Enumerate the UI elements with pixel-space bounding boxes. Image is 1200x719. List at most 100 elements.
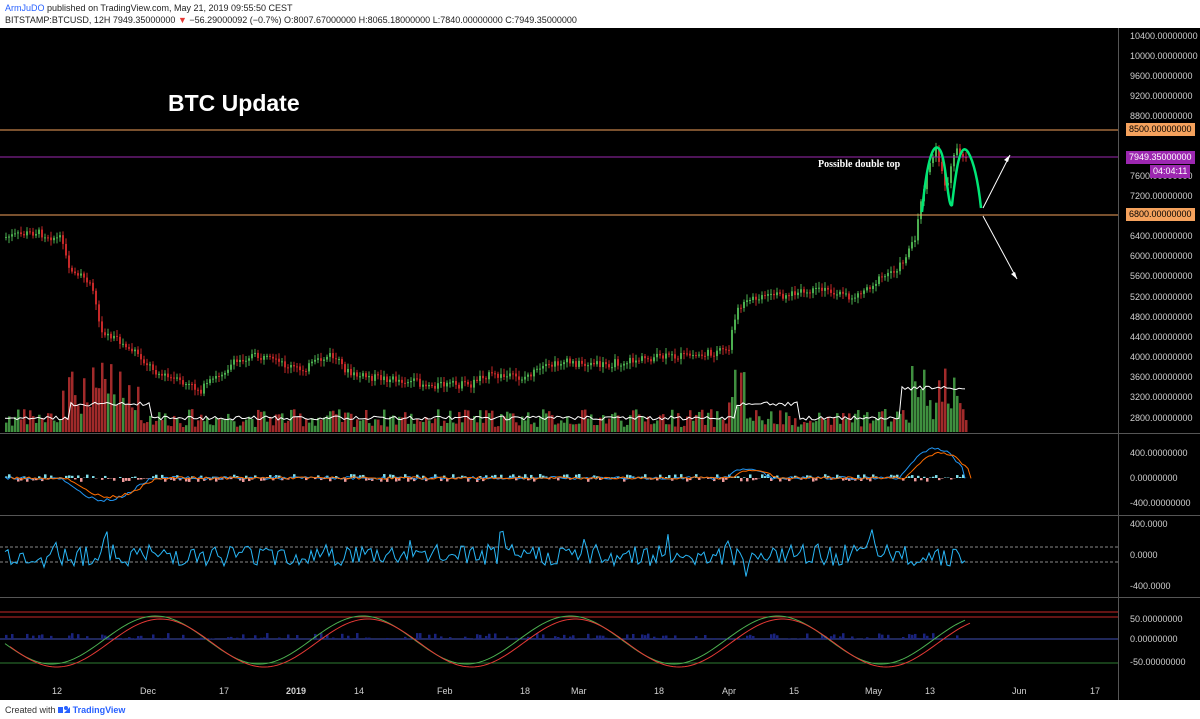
volume-bar: [224, 419, 227, 432]
pane-divider-macd[interactable]: [0, 433, 1200, 434]
volume-bar: [722, 419, 725, 432]
macd-hist-bar: [788, 478, 791, 482]
macd-hist-bar: [407, 478, 410, 482]
candle-body: [137, 349, 139, 355]
volume-bar: [779, 410, 782, 432]
candle-body: [236, 359, 238, 362]
candle-body: [704, 355, 706, 357]
candle-body: [758, 299, 760, 301]
candle-body: [257, 352, 259, 359]
macd-hist-bar: [491, 475, 494, 478]
volume-bar: [797, 426, 800, 432]
volume-bar: [962, 409, 965, 432]
volume-bar: [671, 409, 674, 432]
candle-body: [347, 368, 349, 373]
candle-body: [809, 292, 811, 294]
candle-body: [380, 375, 382, 381]
volume-bar: [959, 403, 962, 432]
volume-bar: [32, 416, 35, 432]
stoch-hist-bar: [104, 635, 107, 639]
volume-bar: [590, 414, 593, 432]
pane-divider-cci[interactable]: [0, 515, 1200, 516]
macd-hist-bar: [146, 478, 149, 479]
macd-hist-bar: [416, 474, 419, 478]
volume-bar: [884, 409, 887, 432]
candle-body: [185, 384, 187, 386]
stoch-hist-bar: [227, 637, 230, 639]
candle-body: [830, 289, 832, 293]
volume-bar: [653, 423, 656, 432]
tradingview-brand-link[interactable]: TradingView: [72, 705, 126, 715]
close-value: C:7949.35000000: [505, 15, 577, 25]
author-link[interactable]: ArmJuDO: [5, 3, 45, 13]
macd-hist-bar: [275, 475, 278, 478]
stoch-hist-bar: [296, 634, 299, 639]
volume-bar: [518, 425, 521, 432]
stoch-hist-bar: [161, 638, 164, 639]
volume-bar: [194, 426, 197, 432]
candle-body: [458, 384, 460, 389]
macd-hist-bar: [143, 478, 146, 479]
candle-body: [959, 148, 961, 155]
volume-bar: [335, 414, 338, 432]
last-price: 7949.35000000: [112, 15, 176, 25]
candle-body: [482, 375, 484, 379]
pane-divider-stoch[interactable]: [0, 597, 1200, 598]
candle-body: [746, 300, 748, 302]
chart-header: ArmJuDO published on TradingView.com, Ma…: [0, 0, 1200, 28]
stoch-hist-bar: [494, 633, 497, 639]
stoch-hist-bar: [134, 638, 137, 639]
candle-body: [410, 380, 412, 383]
volume-bar: [404, 412, 407, 432]
candle-body: [962, 154, 964, 157]
stoch-hist-bar: [557, 636, 560, 639]
macd-hist-bar: [137, 478, 140, 480]
volume-bar: [890, 421, 893, 432]
macd-hist-bar: [140, 478, 143, 480]
stoch-hist-bar: [131, 638, 134, 639]
volume-bar: [350, 413, 353, 432]
macd-hist-bar: [218, 478, 221, 480]
macd-hist-bar: [164, 478, 167, 482]
candle-body: [509, 373, 511, 377]
candle-body: [725, 349, 727, 351]
volume-bar: [113, 394, 116, 432]
chart-title: BTC Update: [168, 90, 300, 116]
macd-hist-bar: [161, 474, 164, 478]
volume-bar: [155, 420, 158, 432]
candle-body: [731, 329, 733, 350]
candle-body: [665, 353, 667, 359]
candle-body: [215, 375, 217, 379]
stoch-hist-bar: [878, 633, 881, 639]
volume-bar: [26, 424, 29, 432]
candle-body: [503, 374, 505, 378]
candle-body: [152, 364, 154, 370]
stoch-hist-bar: [86, 636, 89, 639]
macd-hist-bar: [350, 474, 353, 478]
macd-hist-bar: [962, 474, 965, 478]
macd-hist-bar: [101, 478, 104, 480]
macd-hist-bar: [128, 478, 131, 481]
tradingview-logo-icon: [58, 706, 71, 713]
macd-hist-bar: [233, 474, 236, 478]
volume-bar: [965, 420, 968, 432]
macd-hist-bar: [596, 476, 599, 478]
volume-bar: [239, 425, 242, 432]
stoch-hist-bar: [404, 636, 407, 639]
volume-bar: [458, 412, 461, 432]
candle-body: [308, 363, 310, 372]
volume-bar: [530, 424, 533, 432]
candle-body: [398, 379, 400, 382]
macd-hist-bar: [80, 478, 83, 482]
volume-bar: [341, 421, 344, 432]
volume-bar: [818, 412, 821, 432]
stoch-hist-bar: [476, 634, 479, 639]
candle-body: [68, 255, 70, 268]
volume-bar: [80, 413, 83, 432]
price-tick: 4400.00000000: [1130, 332, 1193, 342]
volume-bar: [158, 412, 161, 432]
volume-bar: [494, 426, 497, 432]
candle-body: [602, 362, 604, 368]
macd-hist-bar: [239, 478, 242, 481]
